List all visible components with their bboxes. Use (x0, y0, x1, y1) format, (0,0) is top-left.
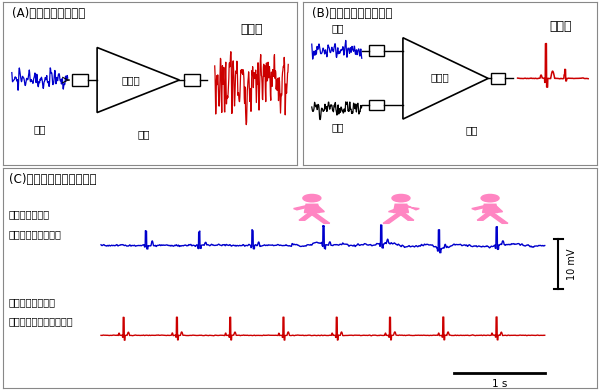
Text: 以往的心电波形: 以往的心电波形 (9, 209, 50, 219)
Polygon shape (307, 205, 325, 212)
Polygon shape (487, 213, 508, 223)
Polygon shape (299, 213, 315, 220)
Text: 本研究的心电波形: 本研究的心电波形 (9, 297, 56, 307)
Text: 放大器: 放大器 (122, 75, 140, 85)
Polygon shape (485, 205, 503, 212)
Polygon shape (389, 205, 406, 212)
Ellipse shape (481, 195, 499, 202)
Text: 1 s: 1 s (492, 379, 507, 389)
Text: （去除了身体运动噪声）: （去除了身体运动噪声） (9, 317, 74, 326)
Polygon shape (309, 213, 330, 223)
Text: 噪声小: 噪声小 (549, 20, 571, 33)
Text: (B)差动放大（本研究）: (B)差动放大（本研究） (312, 7, 392, 20)
Text: 放大器: 放大器 (430, 72, 449, 82)
Polygon shape (398, 213, 414, 220)
Ellipse shape (303, 195, 321, 202)
Polygon shape (383, 213, 404, 223)
Polygon shape (482, 204, 497, 213)
Text: 噪声大: 噪声大 (240, 23, 263, 36)
Text: (A)单端放大（以往）: (A)单端放大（以往） (12, 7, 85, 20)
Text: 输入: 输入 (34, 124, 46, 134)
Polygon shape (394, 204, 409, 213)
Polygon shape (396, 205, 419, 210)
Text: 参考: 参考 (332, 122, 344, 132)
Text: 输入: 输入 (332, 23, 344, 33)
Text: (C)走路时测量的心电信号: (C)走路时测量的心电信号 (9, 173, 97, 186)
Polygon shape (472, 205, 495, 210)
Text: 输出: 输出 (138, 129, 151, 139)
Text: 10 mV: 10 mV (568, 248, 577, 280)
Polygon shape (293, 205, 317, 210)
Polygon shape (477, 213, 493, 220)
Text: 输出: 输出 (466, 126, 478, 136)
Polygon shape (304, 204, 319, 213)
Text: （有身体运动噪声）: （有身体运动噪声） (9, 229, 62, 239)
Ellipse shape (392, 195, 410, 202)
